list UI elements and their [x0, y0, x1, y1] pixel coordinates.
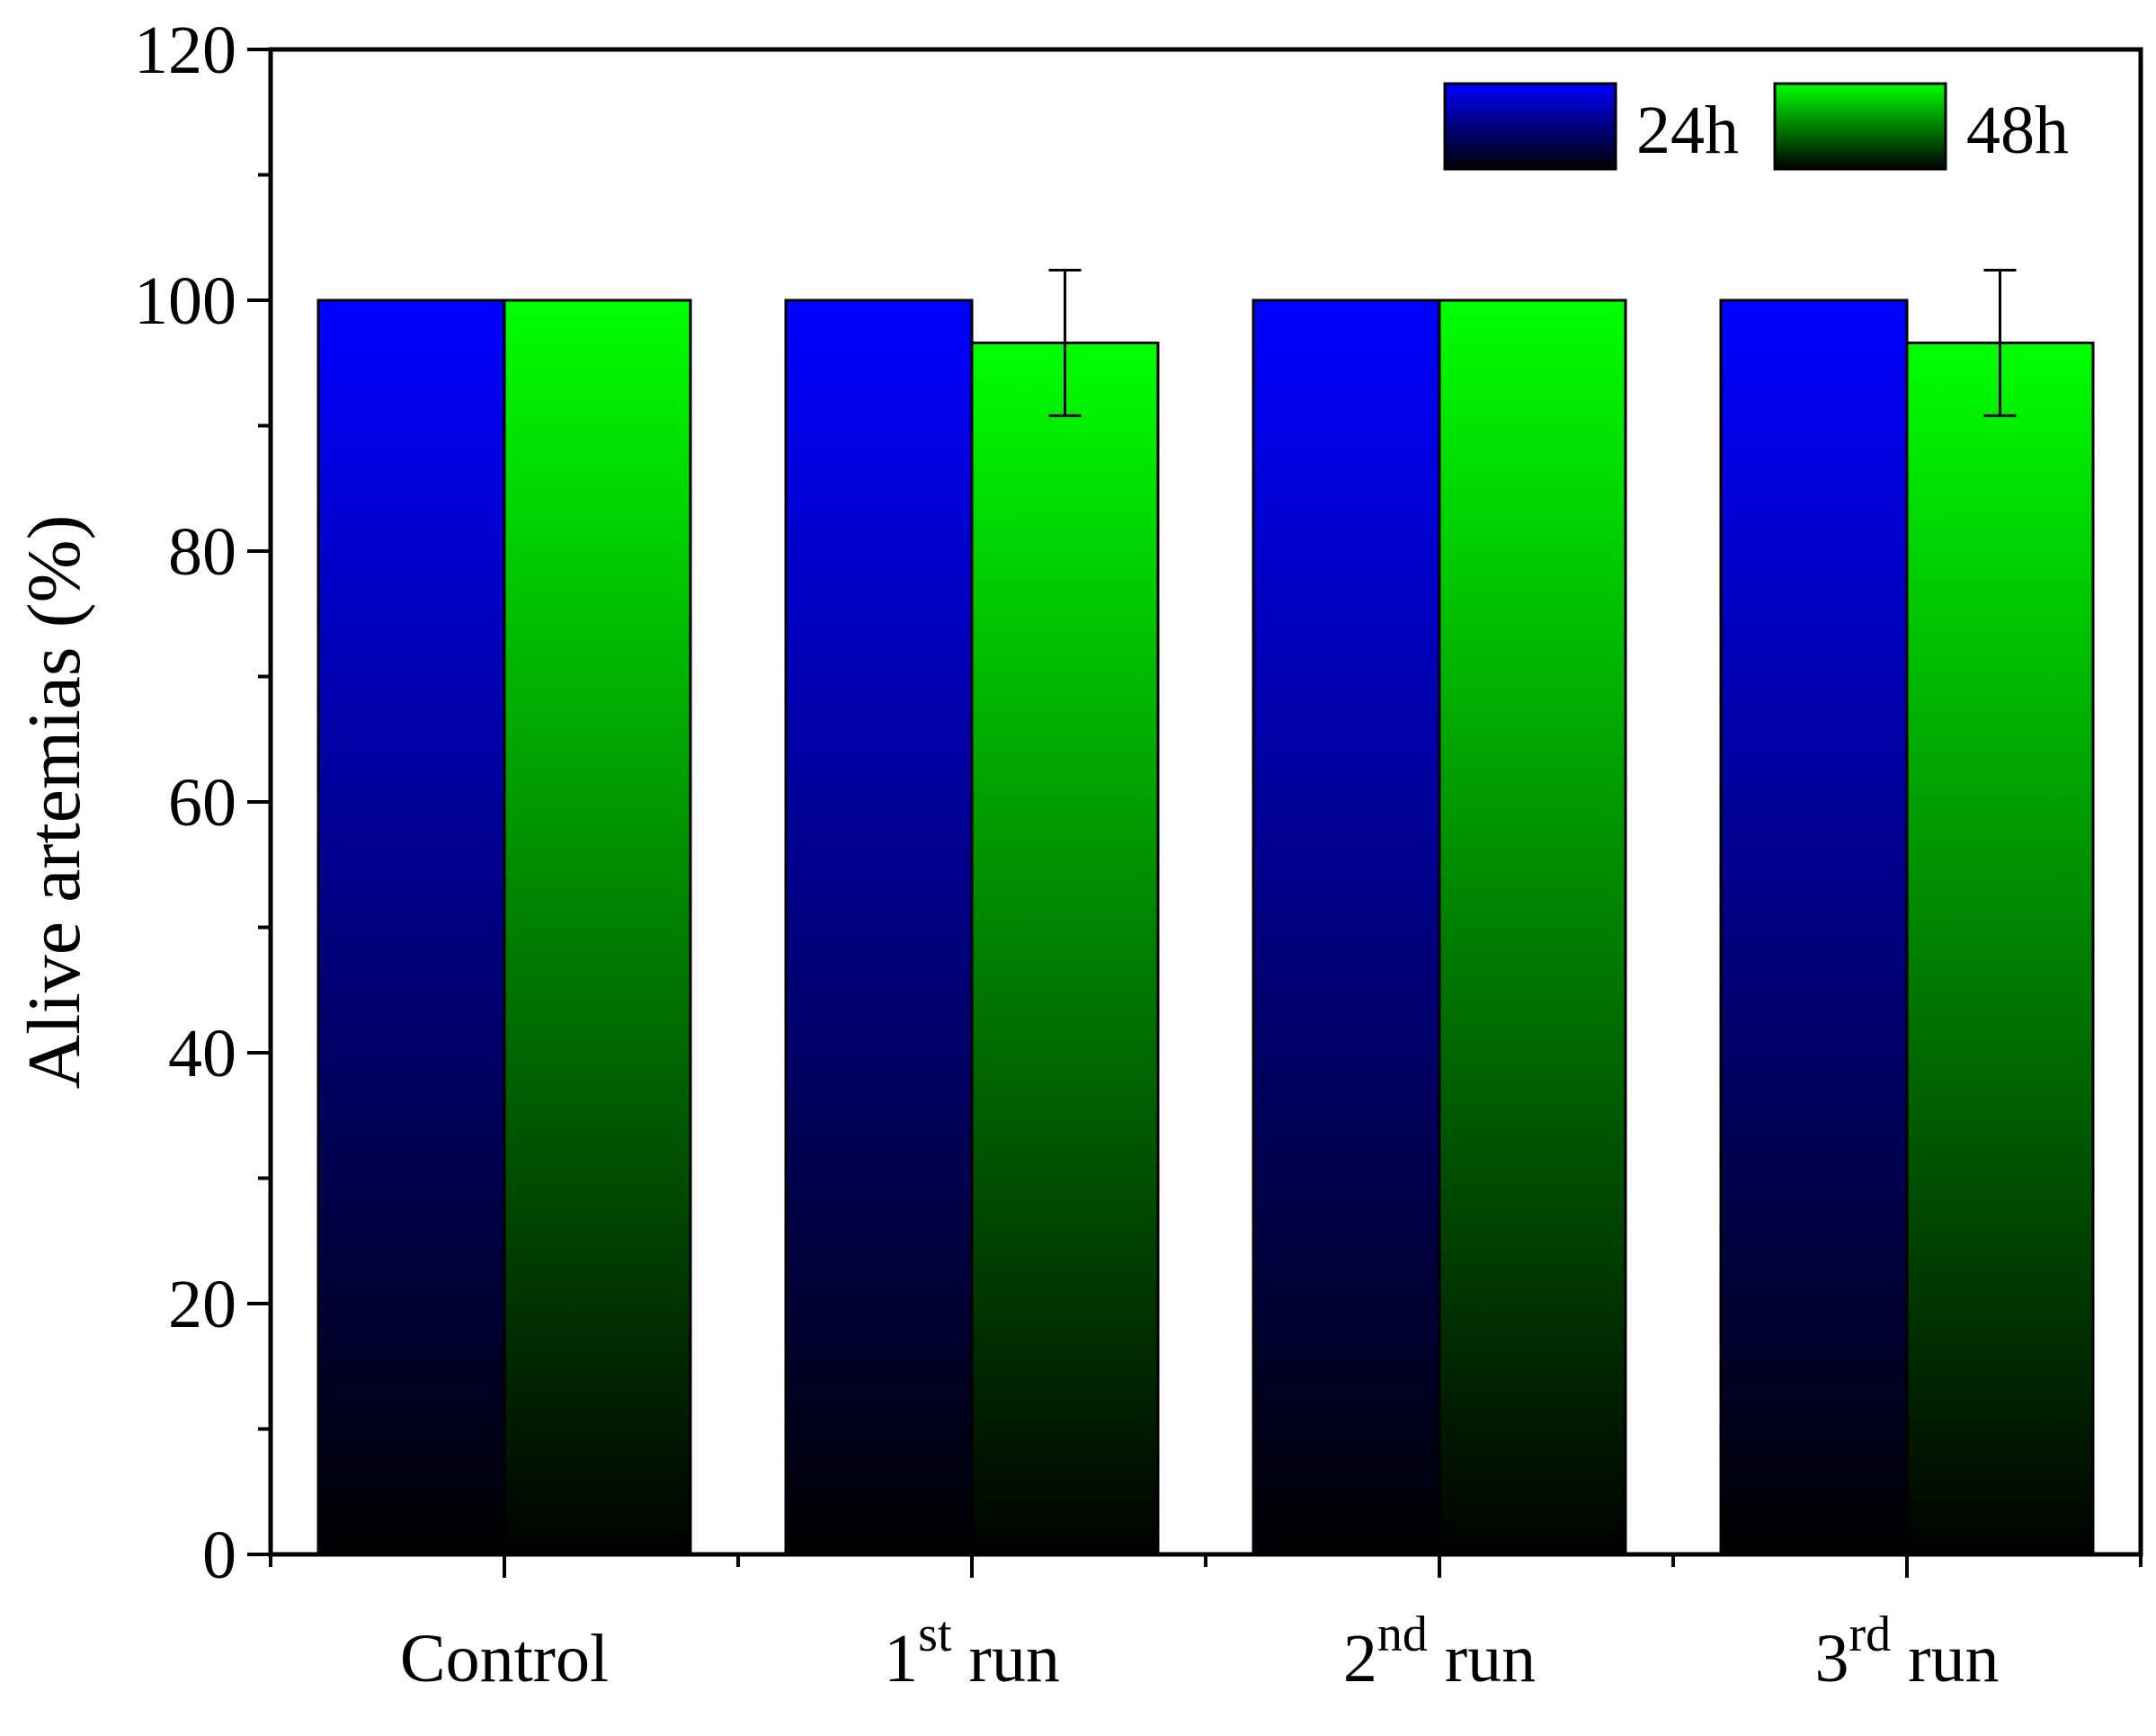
x-category-label: Control [400, 1621, 609, 1696]
y-tick-label: 100 [134, 263, 236, 339]
error-bar-48h-3 [1983, 269, 2017, 417]
y-axis-title: Alive artemias (%) [13, 514, 96, 1089]
bar-24h-3 [1719, 298, 1909, 1556]
legend-label: 48h [1966, 93, 2069, 168]
legend-item-24h: 24h [1443, 82, 1739, 171]
y-tick-label: 80 [168, 514, 236, 590]
bar-48h-1 [970, 341, 1160, 1556]
bar-24h-0 [316, 298, 506, 1556]
bar-24h-1 [784, 298, 974, 1556]
error-bars-layer [1048, 269, 2017, 417]
error-bar-48h-1 [1048, 269, 1082, 417]
bar-48h-3 [1905, 341, 2095, 1556]
x-category-label: 1st run [884, 1607, 1060, 1696]
legend: 24h 48h [1443, 82, 2069, 171]
x-category-label: 3rd run [1815, 1607, 2000, 1696]
y-axis: 0 20 40 60 80 100 120 [134, 13, 271, 1593]
y-tick-label: 40 [168, 1016, 236, 1091]
bar-48h-2 [1438, 298, 1627, 1556]
bars-layer [316, 298, 2095, 1556]
y-tick-label: 20 [168, 1267, 236, 1342]
legend-swatch [1773, 82, 1947, 171]
legend-label: 24h [1636, 93, 1739, 168]
y-tick-label: 120 [134, 13, 236, 88]
bar-48h-0 [503, 298, 692, 1556]
bar-24h-2 [1252, 298, 1441, 1556]
legend-item-48h: 48h [1773, 82, 2069, 171]
legend-swatch [1443, 82, 1617, 171]
x-category-label: 2nd run [1343, 1607, 1536, 1696]
y-tick-label: 0 [202, 1518, 236, 1593]
y-tick-label: 60 [168, 765, 236, 841]
x-axis: Control 1st run 2nd run 3rd run [269, 1554, 2143, 1696]
